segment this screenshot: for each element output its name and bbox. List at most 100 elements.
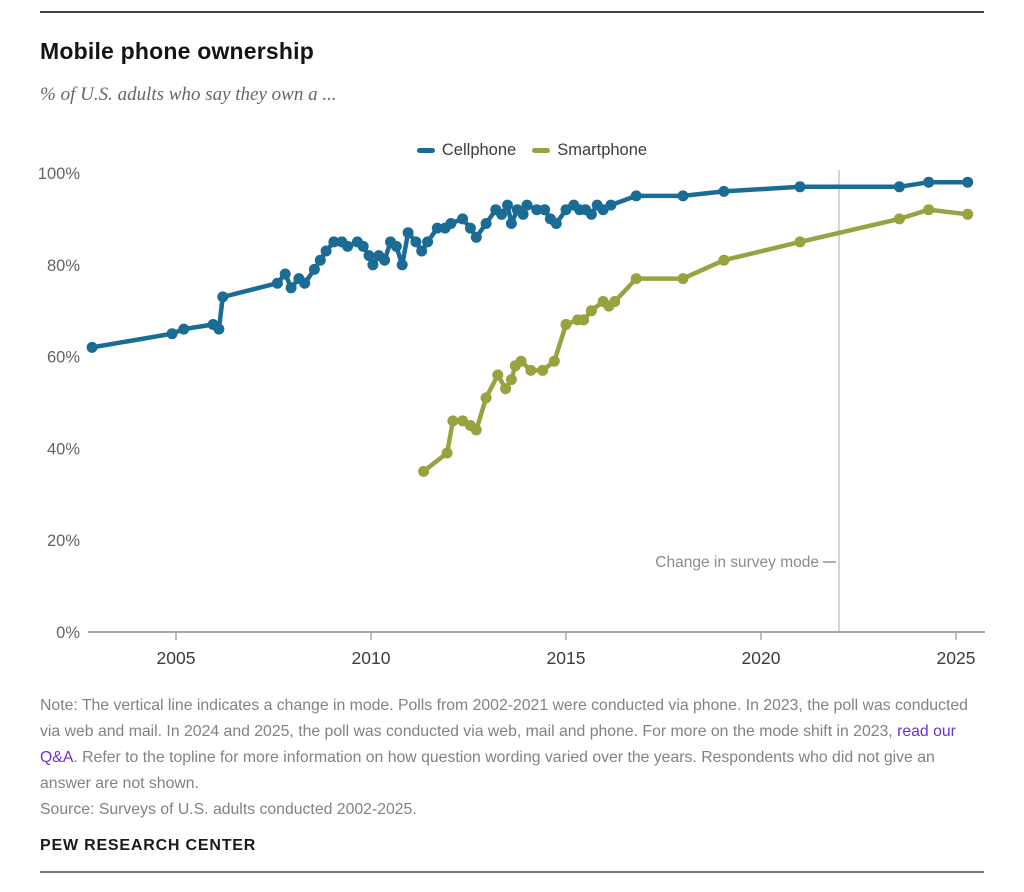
data-point-smartphone — [794, 236, 806, 248]
data-point-smartphone — [630, 273, 642, 285]
data-point-cellphone — [402, 227, 414, 239]
bottom-divider — [40, 871, 984, 873]
data-point-cellphone — [357, 240, 369, 252]
source-line: Source: Surveys of U.S. adults conducted… — [40, 801, 417, 818]
data-point-cellphone — [279, 268, 291, 280]
x-tick-label: 2020 — [742, 648, 781, 668]
data-point-cellphone — [363, 250, 375, 262]
legend-item-cellphone: Cellphone — [416, 141, 517, 160]
data-point-cellphone — [431, 222, 443, 234]
data-point-cellphone — [213, 323, 225, 335]
data-point-cellphone — [439, 222, 451, 234]
data-point-cellphone — [464, 222, 476, 234]
data-point-cellphone — [568, 199, 580, 211]
data-point-cellphone — [480, 218, 492, 229]
chart-legend: Cellphone Smartphone — [20, 141, 1024, 160]
y-tick-label: 20% — [47, 532, 80, 550]
data-point-smartphone — [578, 314, 590, 326]
notes-block: Note: The vertical line indicates a chan… — [40, 693, 988, 855]
data-point-smartphone — [962, 208, 974, 220]
y-tick-label: 80% — [47, 257, 80, 275]
data-point-cellphone — [597, 204, 609, 216]
data-point-smartphone — [505, 374, 517, 386]
data-point-cellphone — [422, 236, 434, 248]
data-point-smartphone — [537, 364, 549, 376]
data-point-cellphone — [893, 181, 905, 193]
page-title: Mobile phone ownership — [40, 38, 315, 64]
data-point-cellphone — [496, 208, 508, 220]
data-point-smartphone — [923, 204, 935, 216]
data-point-cellphone — [410, 236, 422, 248]
data-point-cellphone — [470, 231, 482, 243]
pew-research-center-wordmark: PEW RESEARCH CENTER — [40, 837, 257, 854]
data-point-cellphone — [531, 204, 543, 216]
series-line-smartphone — [421, 207, 970, 474]
data-point-smartphone — [603, 300, 615, 312]
data-point-smartphone — [447, 415, 459, 427]
data-point-cellphone — [299, 277, 311, 289]
legend-label-cellphone: Cellphone — [441, 141, 517, 159]
data-point-cellphone — [336, 236, 348, 248]
data-point-cellphone — [314, 254, 326, 266]
data-point-smartphone — [441, 447, 453, 459]
data-point-cellphone — [285, 282, 297, 294]
data-point-cellphone — [630, 190, 642, 202]
y-tick-label: 40% — [47, 440, 80, 458]
legend-swatch-cellphone — [416, 148, 435, 153]
data-point-smartphone — [548, 355, 560, 367]
data-point-cellphone — [591, 199, 603, 211]
x-tick-label: 2025 — [937, 648, 976, 668]
data-point-cellphone — [86, 341, 98, 353]
data-point-cellphone — [502, 199, 513, 211]
data-point-cellphone — [517, 208, 529, 220]
note-text-after-link: . Refer to the topline for more informat… — [40, 749, 935, 792]
data-point-smartphone — [609, 296, 621, 307]
y-tick-label: 100% — [38, 165, 81, 183]
data-point-cellphone — [373, 250, 385, 262]
data-point-cellphone — [367, 259, 379, 271]
x-tick-label: 2015 — [547, 648, 586, 668]
data-point-cellphone — [308, 263, 320, 275]
data-point-smartphone — [515, 355, 527, 367]
data-point-cellphone — [521, 199, 533, 211]
data-point-smartphone — [597, 296, 609, 307]
data-point-smartphone — [572, 314, 584, 326]
data-point-cellphone — [178, 323, 190, 335]
data-point-cellphone — [293, 273, 305, 285]
data-point-cellphone — [342, 240, 354, 252]
qa-link[interactable]: read our Q&A — [40, 723, 956, 766]
data-point-smartphone — [560, 319, 572, 330]
data-point-cellphone — [271, 277, 283, 289]
data-point-smartphone — [492, 369, 504, 381]
data-point-smartphone — [525, 364, 537, 376]
data-point-cellphone — [416, 245, 428, 257]
data-point-cellphone — [794, 181, 806, 193]
data-point-cellphone — [207, 319, 219, 330]
chart-note: Note: The vertical line indicates a chan… — [40, 693, 988, 797]
data-point-cellphone — [550, 218, 562, 229]
data-point-cellphone — [511, 204, 523, 216]
legend-label-smartphone: Smartphone — [557, 141, 648, 159]
data-point-smartphone — [509, 360, 521, 372]
data-point-cellphone — [457, 213, 469, 225]
y-tick-label: 0% — [56, 624, 80, 642]
chart-subtitle: % of U.S. adults who say they own a ... — [40, 84, 337, 105]
data-point-cellphone — [677, 190, 689, 202]
data-point-cellphone — [320, 245, 332, 257]
data-point-cellphone — [396, 259, 408, 271]
x-tick-label: 2005 — [157, 648, 196, 668]
data-point-smartphone — [677, 273, 689, 285]
data-point-cellphone — [445, 218, 457, 229]
data-point-cellphone — [580, 204, 591, 216]
mode-change-label: Change in survey mode — [655, 554, 819, 571]
data-point-cellphone — [585, 208, 597, 220]
data-point-cellphone — [539, 204, 551, 216]
data-point-smartphone — [470, 424, 482, 436]
data-point-cellphone — [962, 176, 974, 188]
data-point-cellphone — [379, 254, 391, 266]
data-point-smartphone — [500, 383, 512, 395]
data-point-smartphone — [718, 254, 730, 266]
data-point-cellphone — [574, 204, 586, 216]
note-text-before-link: Note: The vertical line indicates a chan… — [40, 697, 968, 740]
